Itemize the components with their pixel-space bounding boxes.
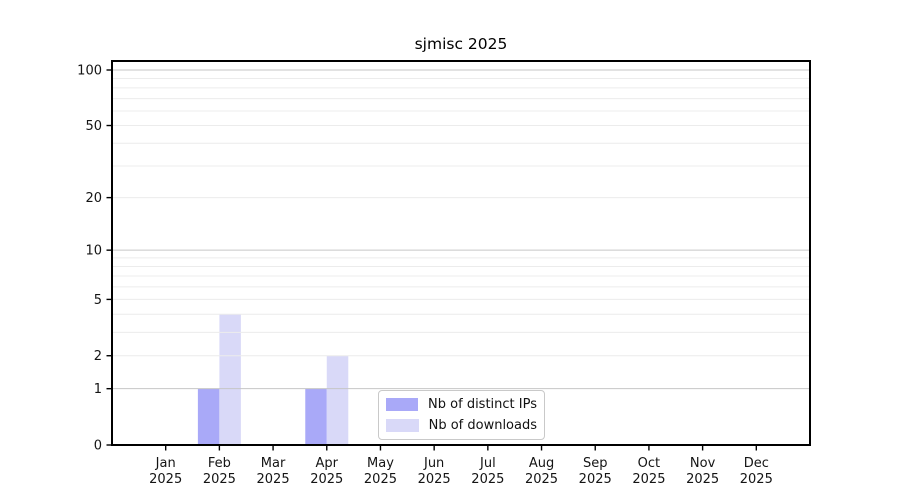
x-tick-label-year: 2025 (257, 472, 290, 487)
x-tick-label-month: Feb (208, 456, 231, 471)
bar-distinct-ips-apr (305, 388, 327, 445)
legend-label-distinct-ips: Nb of distinct IPs (428, 397, 537, 412)
y-tick-label: 50 (85, 119, 102, 134)
x-tick-label-year: 2025 (471, 472, 504, 487)
x-tick-label-year: 2025 (203, 472, 236, 487)
x-tick-label-year: 2025 (579, 472, 612, 487)
x-tick-label-year: 2025 (525, 472, 558, 487)
bar-distinct-ips-feb (197, 388, 220, 445)
x-tick-label-month: Nov (690, 456, 716, 471)
bar-downloads-apr (326, 355, 349, 445)
x-tick-label-year: 2025 (740, 472, 773, 487)
legend-swatch-downloads (386, 419, 419, 432)
x-tick-label-month: Aug (529, 456, 554, 471)
x-tick-label-year: 2025 (149, 472, 182, 487)
x-tick-label-month: Mar (261, 456, 286, 471)
x-tick-label-year: 2025 (364, 472, 397, 487)
x-tick-label-year: 2025 (418, 472, 451, 487)
x-tick-label-year: 2025 (686, 472, 719, 487)
x-tick-label-month: Dec (744, 456, 769, 471)
x-tick-label-month: Oct (638, 456, 660, 471)
x-tick-label-year: 2025 (632, 472, 665, 487)
legend-item-distinct-ips: Nb of distinct IPs (386, 395, 537, 414)
x-tick-label-year: 2025 (310, 472, 343, 487)
y-tick-label: 100 (77, 64, 102, 79)
x-tick-label-month: May (367, 456, 394, 471)
x-tick-label-month: Jan (155, 456, 176, 471)
x-tick-label-month: Apr (316, 456, 339, 471)
x-tick-label-month: Sep (583, 456, 608, 471)
bar-downloads-feb (219, 314, 241, 445)
legend-label-downloads: Nb of downloads (428, 418, 537, 433)
chart-title: sjmisc 2025 (414, 35, 508, 53)
y-tick-label: 20 (85, 191, 102, 206)
legend: Nb of distinct IPs Nb of downloads (378, 390, 545, 440)
plot-border (111, 60, 811, 446)
legend-item-downloads: Nb of downloads (386, 416, 537, 435)
y-tick-label: 10 (85, 244, 102, 259)
y-tick-label: 0 (94, 439, 102, 454)
y-tick-label: 1 (94, 382, 102, 397)
y-tick-label: 2 (94, 349, 102, 364)
x-tick-label-month: Jul (479, 456, 496, 471)
x-tick-label-month: Jun (423, 456, 444, 471)
y-tick-label: 5 (94, 293, 102, 308)
legend-swatch-distinct-ips (386, 398, 419, 411)
